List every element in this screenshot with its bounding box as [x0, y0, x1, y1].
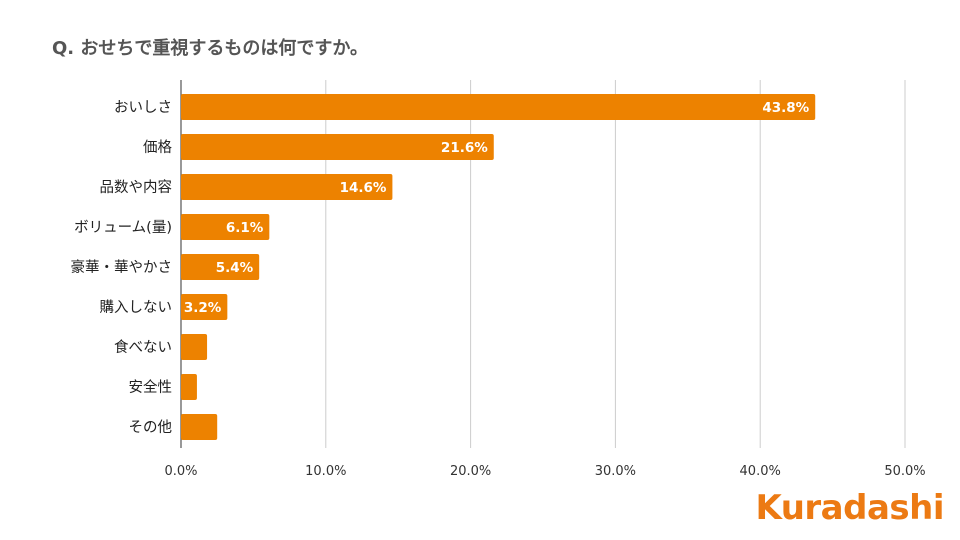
chart-title: Q. おせちで重視するものは何ですか。: [52, 38, 369, 59]
data-label: 14.6%: [340, 180, 387, 196]
category-label: 豪華・華やかさ: [71, 259, 173, 276]
bar: [181, 94, 816, 120]
bar: [181, 414, 218, 440]
x-tick-label: 40.0%: [740, 464, 781, 479]
x-tick-label: 20.0%: [450, 464, 491, 479]
bar: [181, 134, 494, 160]
category-label: 安全性: [129, 378, 173, 396]
kuradashi-logo: Kuradashi: [755, 488, 944, 528]
category-label: その他: [129, 419, 173, 436]
data-label: 5.4%: [216, 260, 254, 276]
bar: [181, 334, 208, 360]
x-tick-label: 30.0%: [595, 464, 636, 479]
category-label: おいしさ: [114, 99, 172, 116]
bar: [181, 294, 228, 320]
bars: [181, 94, 816, 440]
category-label: 品数や内容: [100, 179, 173, 196]
x-tick-labels: 0.0% 10.0% 20.0% 30.0% 40.0% 50.0%: [164, 464, 925, 479]
data-label: 21.6%: [441, 140, 488, 156]
data-labels: 43.8% 21.6% 14.6% 6.1% 5.4% 3.2%: [184, 100, 810, 316]
category-label: 購入しない: [100, 299, 173, 316]
category-label: 食べない: [114, 339, 172, 356]
x-tick-label: 50.0%: [884, 464, 925, 479]
bar: [181, 374, 197, 400]
data-label: 6.1%: [226, 220, 264, 236]
category-label: 価格: [143, 139, 172, 156]
x-tick-label: 10.0%: [305, 464, 346, 479]
bar: [181, 174, 393, 200]
data-label: 3.2%: [184, 300, 222, 316]
x-tick-label: 0.0%: [164, 464, 197, 479]
bar: [181, 214, 270, 240]
category-label: ボリューム(量): [74, 219, 172, 236]
data-label: 43.8%: [762, 100, 809, 116]
bar: [181, 254, 260, 280]
